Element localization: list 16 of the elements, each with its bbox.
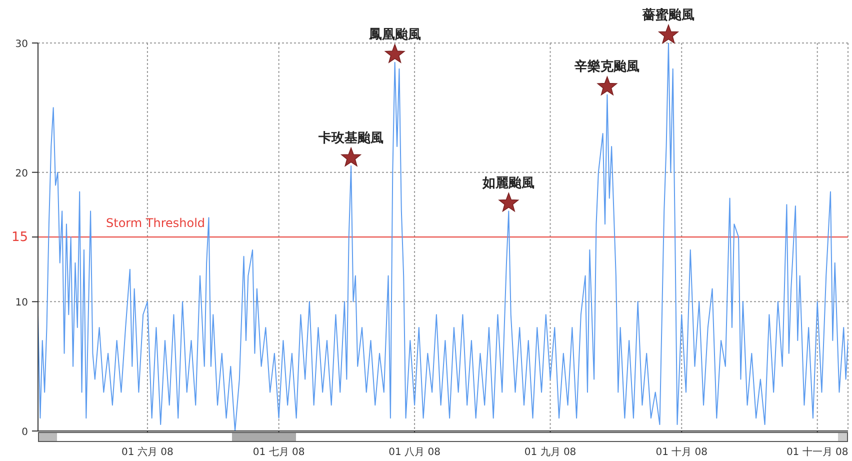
annotation: 鳳凰颱風	[368, 27, 421, 42]
ref-line-label: Storm Threshold	[106, 216, 206, 230]
y-tick-label: 20	[15, 168, 28, 180]
x-tick-label: 01 七月 08	[252, 446, 305, 458]
x-tick-label: 01 九月 08	[524, 446, 576, 458]
annotation: 如麗颱風	[482, 176, 535, 192]
y-tick-label: 0	[22, 427, 28, 438]
x-tick-label: 01 十一月 08	[786, 446, 848, 458]
x-tick-label: 01 十月 08	[656, 446, 708, 458]
x-tick-label: 01 八月 08	[388, 447, 440, 458]
annotation: 卡玫基颱風	[318, 130, 384, 146]
y-tick-label: 30	[15, 39, 28, 50]
annotation: 辛樂克颱風	[574, 58, 640, 75]
y-tick-label: 15	[11, 230, 28, 245]
y-tick-label: 10	[15, 298, 28, 309]
x-tick-label: 01 六月 08	[122, 446, 174, 458]
